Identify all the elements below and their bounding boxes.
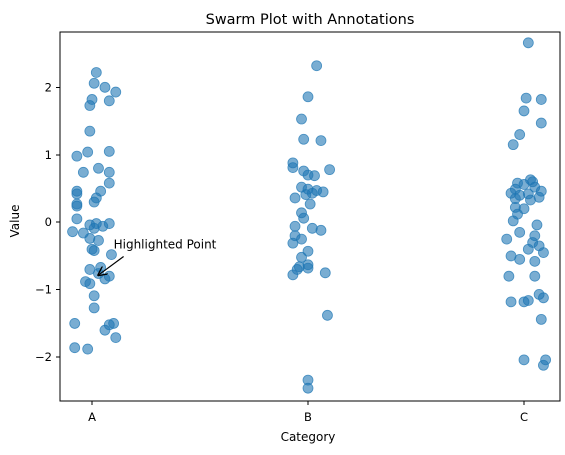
data-point-c [520, 92, 532, 104]
data-point-c [525, 194, 536, 206]
y-tick-label: −1 [35, 283, 52, 297]
data-point-c [501, 233, 513, 245]
data-point-c [503, 270, 515, 282]
x-axis-ticks: A B C [88, 401, 528, 424]
data-point-a [93, 235, 104, 246]
y-tick-label: −2 [35, 350, 52, 364]
data-point-c [514, 226, 526, 238]
data-point-b [315, 135, 327, 147]
x-tick-label: B [304, 410, 312, 424]
data-point-c [538, 359, 549, 371]
data-point-a [77, 166, 89, 178]
data-point-b [287, 162, 299, 173]
data-point-b [319, 267, 331, 279]
y-tick-label: 0 [45, 215, 52, 229]
data-point-c [522, 37, 534, 49]
data-point-c [522, 243, 534, 255]
data-point-b [287, 269, 299, 281]
data-points [67, 37, 551, 394]
data-point-a [67, 226, 78, 238]
data-point-c [505, 296, 517, 308]
data-point-a [88, 302, 100, 314]
data-point-b [302, 262, 314, 274]
data-point-a [88, 77, 100, 89]
data-point-a [82, 343, 94, 355]
data-point-a [71, 213, 83, 225]
data-point-b [296, 113, 307, 125]
x-axis-label: Category [281, 430, 336, 444]
data-point-b [322, 309, 333, 321]
data-point-a [103, 95, 115, 107]
data-point-a [93, 162, 104, 174]
data-point-c [514, 253, 526, 265]
data-point-c [538, 247, 549, 258]
data-point-b [289, 192, 301, 204]
data-point-c [518, 179, 530, 190]
data-point-c [535, 94, 547, 105]
y-axis-ticks: −2 −1 0 1 2 [35, 80, 60, 364]
data-point-c [531, 219, 543, 231]
data-point-c [514, 129, 526, 140]
data-point-a [71, 200, 83, 212]
data-point-a [99, 273, 111, 285]
data-point-c [507, 215, 519, 227]
y-tick-label: 2 [45, 80, 52, 94]
data-point-a [103, 177, 115, 189]
data-point-a [71, 188, 83, 200]
data-point-b [304, 198, 316, 210]
data-point-b [298, 133, 310, 145]
x-tick-label: A [88, 410, 96, 424]
data-point-c [538, 292, 549, 304]
data-point-b [302, 382, 314, 394]
plot-frame [59, 31, 561, 402]
data-point-c [529, 270, 541, 282]
data-point-a [69, 318, 81, 329]
data-point-c [535, 117, 547, 129]
data-point-a [84, 125, 96, 137]
data-point-a [90, 67, 102, 78]
data-point-b [317, 186, 329, 198]
data-point-a [99, 324, 111, 336]
data-point-a [88, 222, 100, 234]
data-point-b [324, 164, 336, 176]
data-point-c [522, 295, 534, 306]
data-point-b [302, 91, 314, 103]
chart-title: Swarm Plot with Annotations [206, 12, 415, 28]
data-point-a [88, 245, 100, 256]
data-point-c [518, 354, 530, 366]
data-point-a [110, 332, 122, 343]
y-axis-label: Value [8, 205, 22, 238]
data-point-a [84, 278, 96, 290]
data-point-b [315, 224, 327, 236]
data-point-a [103, 145, 115, 157]
annotation-text: Highlighted Point [114, 238, 217, 252]
data-point-b [300, 189, 312, 200]
y-tick-label: 1 [45, 148, 52, 162]
data-point-c [518, 105, 530, 117]
data-point-a [84, 100, 96, 111]
data-point-a [71, 150, 83, 162]
annotation-arrow [98, 256, 124, 276]
data-point-a [88, 290, 100, 302]
data-point-a [110, 86, 122, 98]
data-point-a [82, 146, 94, 158]
data-point-a [106, 249, 117, 261]
data-point-a [69, 342, 81, 354]
data-point-a [99, 81, 111, 93]
data-point-c [507, 139, 519, 151]
data-point-a [84, 264, 96, 275]
data-point-a [103, 166, 115, 178]
data-point-b [298, 212, 310, 224]
data-point-b [309, 170, 320, 182]
data-point-b [296, 233, 307, 245]
data-point-b [289, 220, 301, 232]
data-point-c [529, 255, 541, 267]
data-point-c [535, 313, 547, 325]
data-point-b [287, 237, 299, 249]
annotation: Highlighted Point [98, 238, 217, 276]
data-point-a [88, 196, 100, 208]
data-point-b [311, 60, 323, 72]
x-tick-label: C [520, 410, 528, 424]
